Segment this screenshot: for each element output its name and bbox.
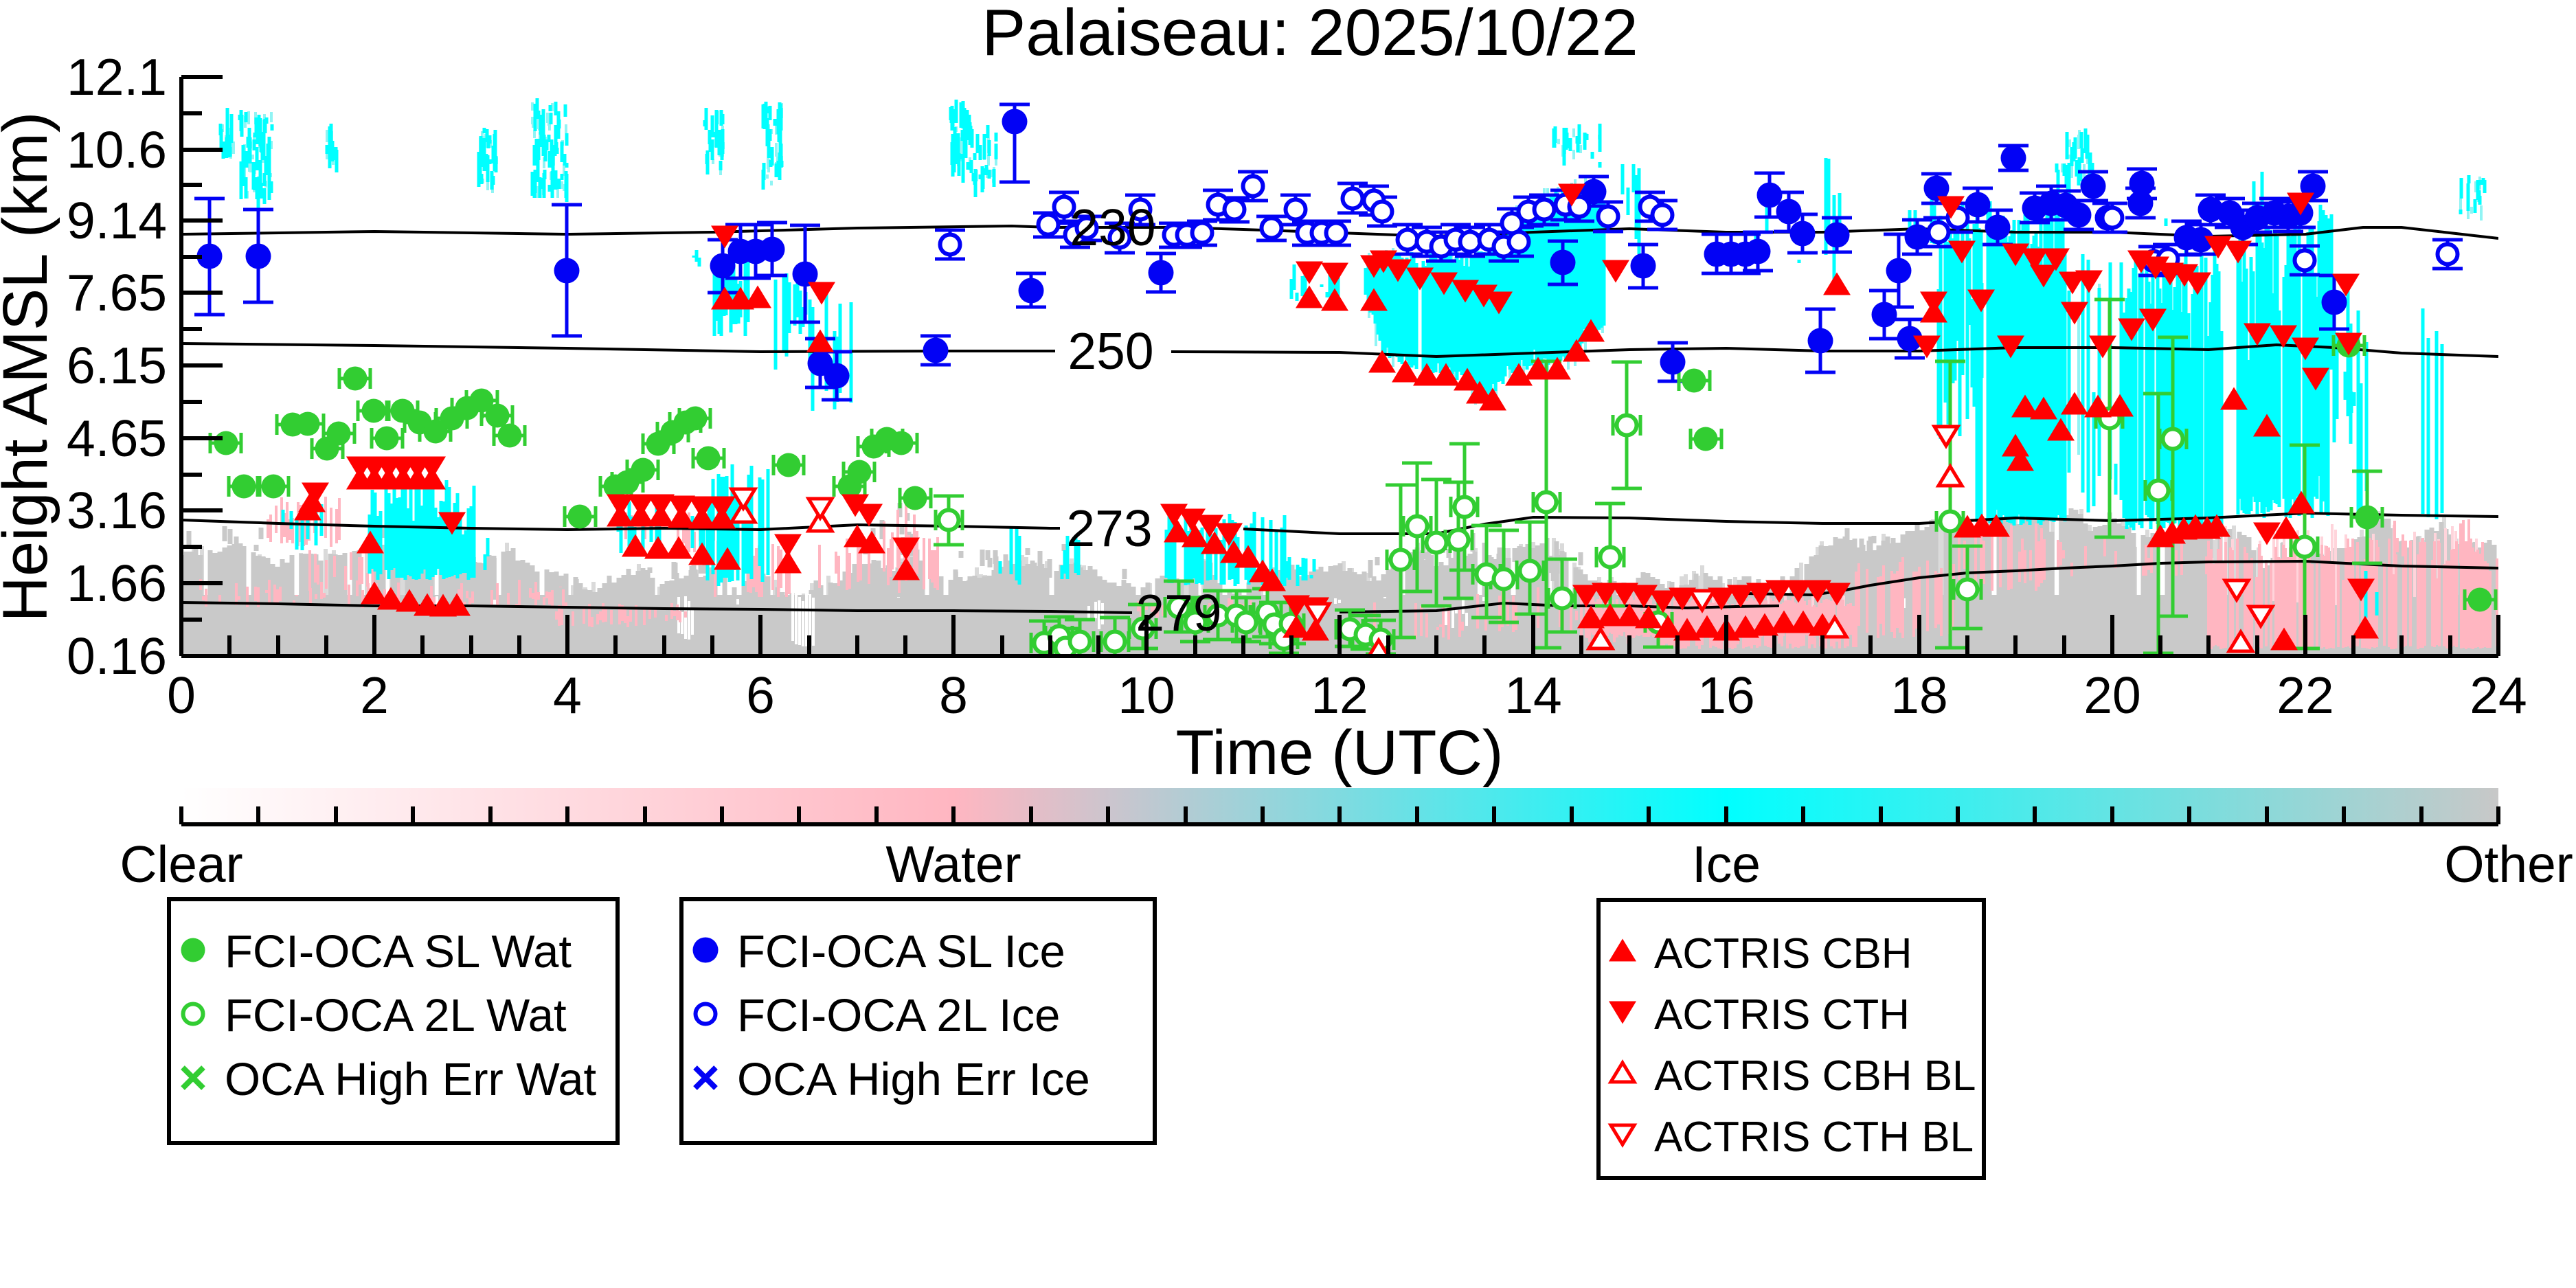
svg-text:279: 279	[1136, 584, 1221, 642]
svg-text:Water: Water	[885, 835, 1021, 893]
svg-text:FCI-OCA SL Ice: FCI-OCA SL Ice	[737, 926, 1065, 978]
svg-text:3.16: 3.16	[67, 482, 167, 539]
svg-text:6.15: 6.15	[67, 337, 167, 394]
svg-text:Clear: Clear	[120, 835, 242, 893]
svg-text:10: 10	[1118, 666, 1175, 724]
svg-text:Height AMSL (km): Height AMSL (km)	[0, 111, 60, 622]
svg-text:9.14: 9.14	[67, 192, 167, 249]
svg-text:FCI-OCA SL Wat: FCI-OCA SL Wat	[225, 926, 572, 978]
svg-text:7.65: 7.65	[67, 264, 167, 321]
svg-text:0: 0	[167, 666, 196, 724]
svg-text:ACTRIS CBH: ACTRIS CBH	[1654, 930, 1912, 978]
svg-text:Ice: Ice	[1692, 835, 1761, 893]
svg-text:ACTRIS CTH: ACTRIS CTH	[1654, 991, 1910, 1039]
svg-text:22: 22	[2276, 666, 2334, 724]
svg-text:230: 230	[1070, 199, 1155, 256]
svg-text:FCI-OCA 2L Wat: FCI-OCA 2L Wat	[225, 990, 567, 1041]
svg-text:273: 273	[1066, 499, 1152, 557]
svg-text:Time (UTC): Time (UTC)	[1176, 718, 1504, 788]
svg-text:24: 24	[2470, 666, 2527, 724]
svg-text:ACTRIS CBH BL: ACTRIS CBH BL	[1654, 1052, 1976, 1100]
svg-text:FCI-OCA 2L Ice: FCI-OCA 2L Ice	[737, 990, 1060, 1041]
svg-text:Palaiseau: 2025/10/22: Palaiseau: 2025/10/22	[982, 0, 1638, 69]
svg-text:250: 250	[1067, 322, 1153, 380]
svg-text:OCA High Err Wat: OCA High Err Wat	[225, 1054, 596, 1105]
svg-text:4: 4	[553, 666, 582, 724]
svg-text:0.16: 0.16	[67, 627, 167, 685]
svg-text:2: 2	[360, 666, 389, 724]
svg-text:OCA High Err Ice: OCA High Err Ice	[737, 1054, 1090, 1105]
svg-text:20: 20	[2083, 666, 2140, 724]
svg-text:12.1: 12.1	[67, 48, 167, 106]
svg-text:12: 12	[1311, 666, 1368, 724]
svg-text:8: 8	[939, 666, 968, 724]
svg-text:6: 6	[746, 666, 775, 724]
svg-text:16: 16	[1697, 666, 1754, 724]
svg-text:14: 14	[1504, 666, 1561, 724]
svg-text:1.66: 1.66	[67, 554, 167, 612]
svg-text:4.65: 4.65	[67, 409, 167, 467]
svg-text:10.6: 10.6	[67, 121, 167, 179]
svg-text:Other: Other	[2444, 835, 2573, 893]
svg-text:ACTRIS CTH BL: ACTRIS CTH BL	[1654, 1114, 1974, 1161]
svg-text:18: 18	[1890, 666, 1947, 724]
